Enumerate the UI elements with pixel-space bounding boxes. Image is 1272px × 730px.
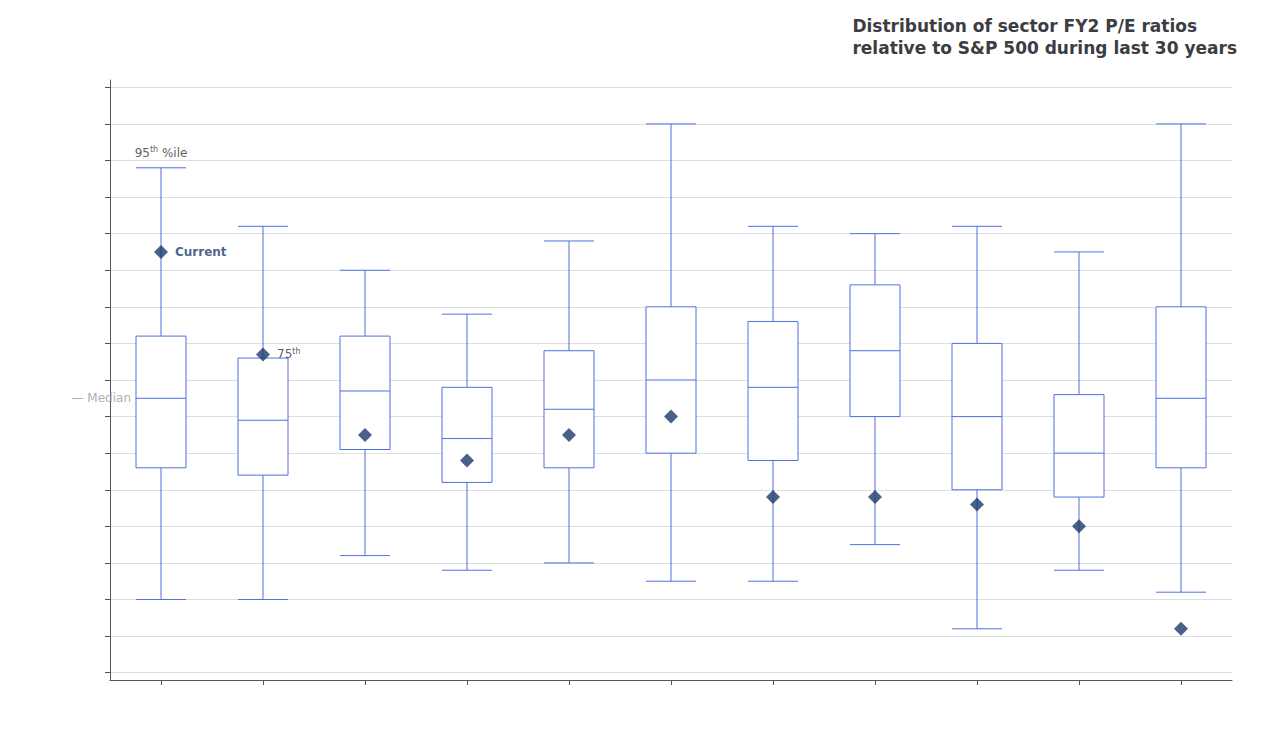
svg-text:Distribution of sector FY2 P/E: Distribution of sector FY2 P/E ratios xyxy=(852,16,1197,36)
svg-text:th: th xyxy=(292,347,300,356)
svg-text:— Median: — Median xyxy=(72,391,131,405)
svg-text:Current: Current xyxy=(175,245,227,259)
svg-text:75: 75 xyxy=(277,347,292,361)
svg-text:relative to S&P 500 during las: relative to S&P 500 during last 30 years xyxy=(852,38,1237,58)
svg-text:95: 95 xyxy=(135,146,150,160)
svg-text:th: th xyxy=(150,145,158,154)
svg-text:%ile: %ile xyxy=(158,146,187,160)
